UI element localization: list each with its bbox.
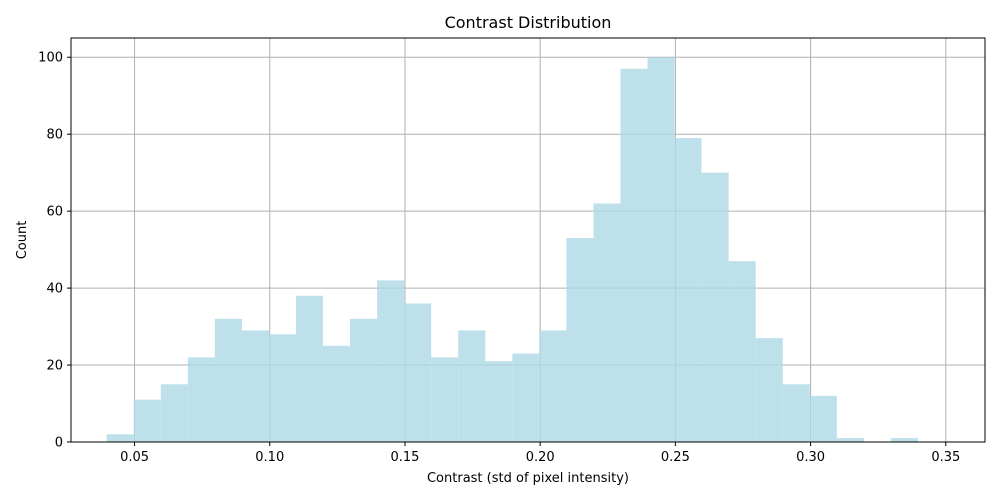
x-tick-label: 0.10 [255,450,284,465]
plot-frame [70,37,986,443]
x-tick-label: 0.15 [390,450,419,465]
histogram-bar [782,384,810,442]
x-tick-label: 0.20 [526,450,555,465]
y-tick-label: 100 [38,51,63,66]
x-tick-label: 0.35 [931,450,960,465]
histogram-bar [674,138,702,443]
histogram-bar [620,68,648,443]
histogram-bar [566,238,594,442]
chart-title: Contrast Distribution [445,13,612,32]
histogram-bar [647,57,675,442]
x-axis-label: Contrast (std of pixel intensity) [427,471,629,486]
x-tick-label: 0.25 [661,450,690,465]
y-tick-label: 60 [46,205,63,220]
histogram-bar [755,338,783,442]
histogram-bar [890,438,918,442]
histogram-bars [106,57,918,443]
histogram-bar [512,353,540,442]
histogram-bar [133,399,161,442]
histogram-bar [377,280,405,442]
y-tick-label: 40 [46,282,63,297]
histogram-bar [728,261,756,442]
histogram-bar [323,345,351,442]
histogram-bar [404,303,432,442]
histogram-bar [160,384,188,442]
y-axis-label: Count [15,221,30,260]
histogram-bar [214,318,242,442]
histogram-bar [809,395,837,442]
histogram-bar [241,330,269,442]
x-axis-ticks: 0.05 0.10 0.15 0.20 0.25 0.30 0.35 [120,442,960,465]
y-tick-label: 80 [46,128,63,143]
histogram-bar [701,172,729,442]
x-tick-label: 0.30 [796,450,825,465]
y-tick-label: 0 [55,436,63,451]
histogram-bar [485,361,513,442]
histogram-bar [431,357,459,442]
x-tick-label: 0.05 [120,450,149,465]
histogram-bar [350,318,378,442]
histogram-bar [268,334,296,442]
y-tick-label: 20 [46,359,63,374]
y-axis-ticks: 0 20 40 60 80 100 [38,51,71,451]
histogram-bar [458,330,486,442]
histogram-bar [539,330,567,442]
histogram-bar [836,438,864,442]
histogram-bar [106,434,134,442]
histogram-bar [593,203,621,442]
histogram-bar [187,357,215,442]
histogram-bar [295,295,324,442]
